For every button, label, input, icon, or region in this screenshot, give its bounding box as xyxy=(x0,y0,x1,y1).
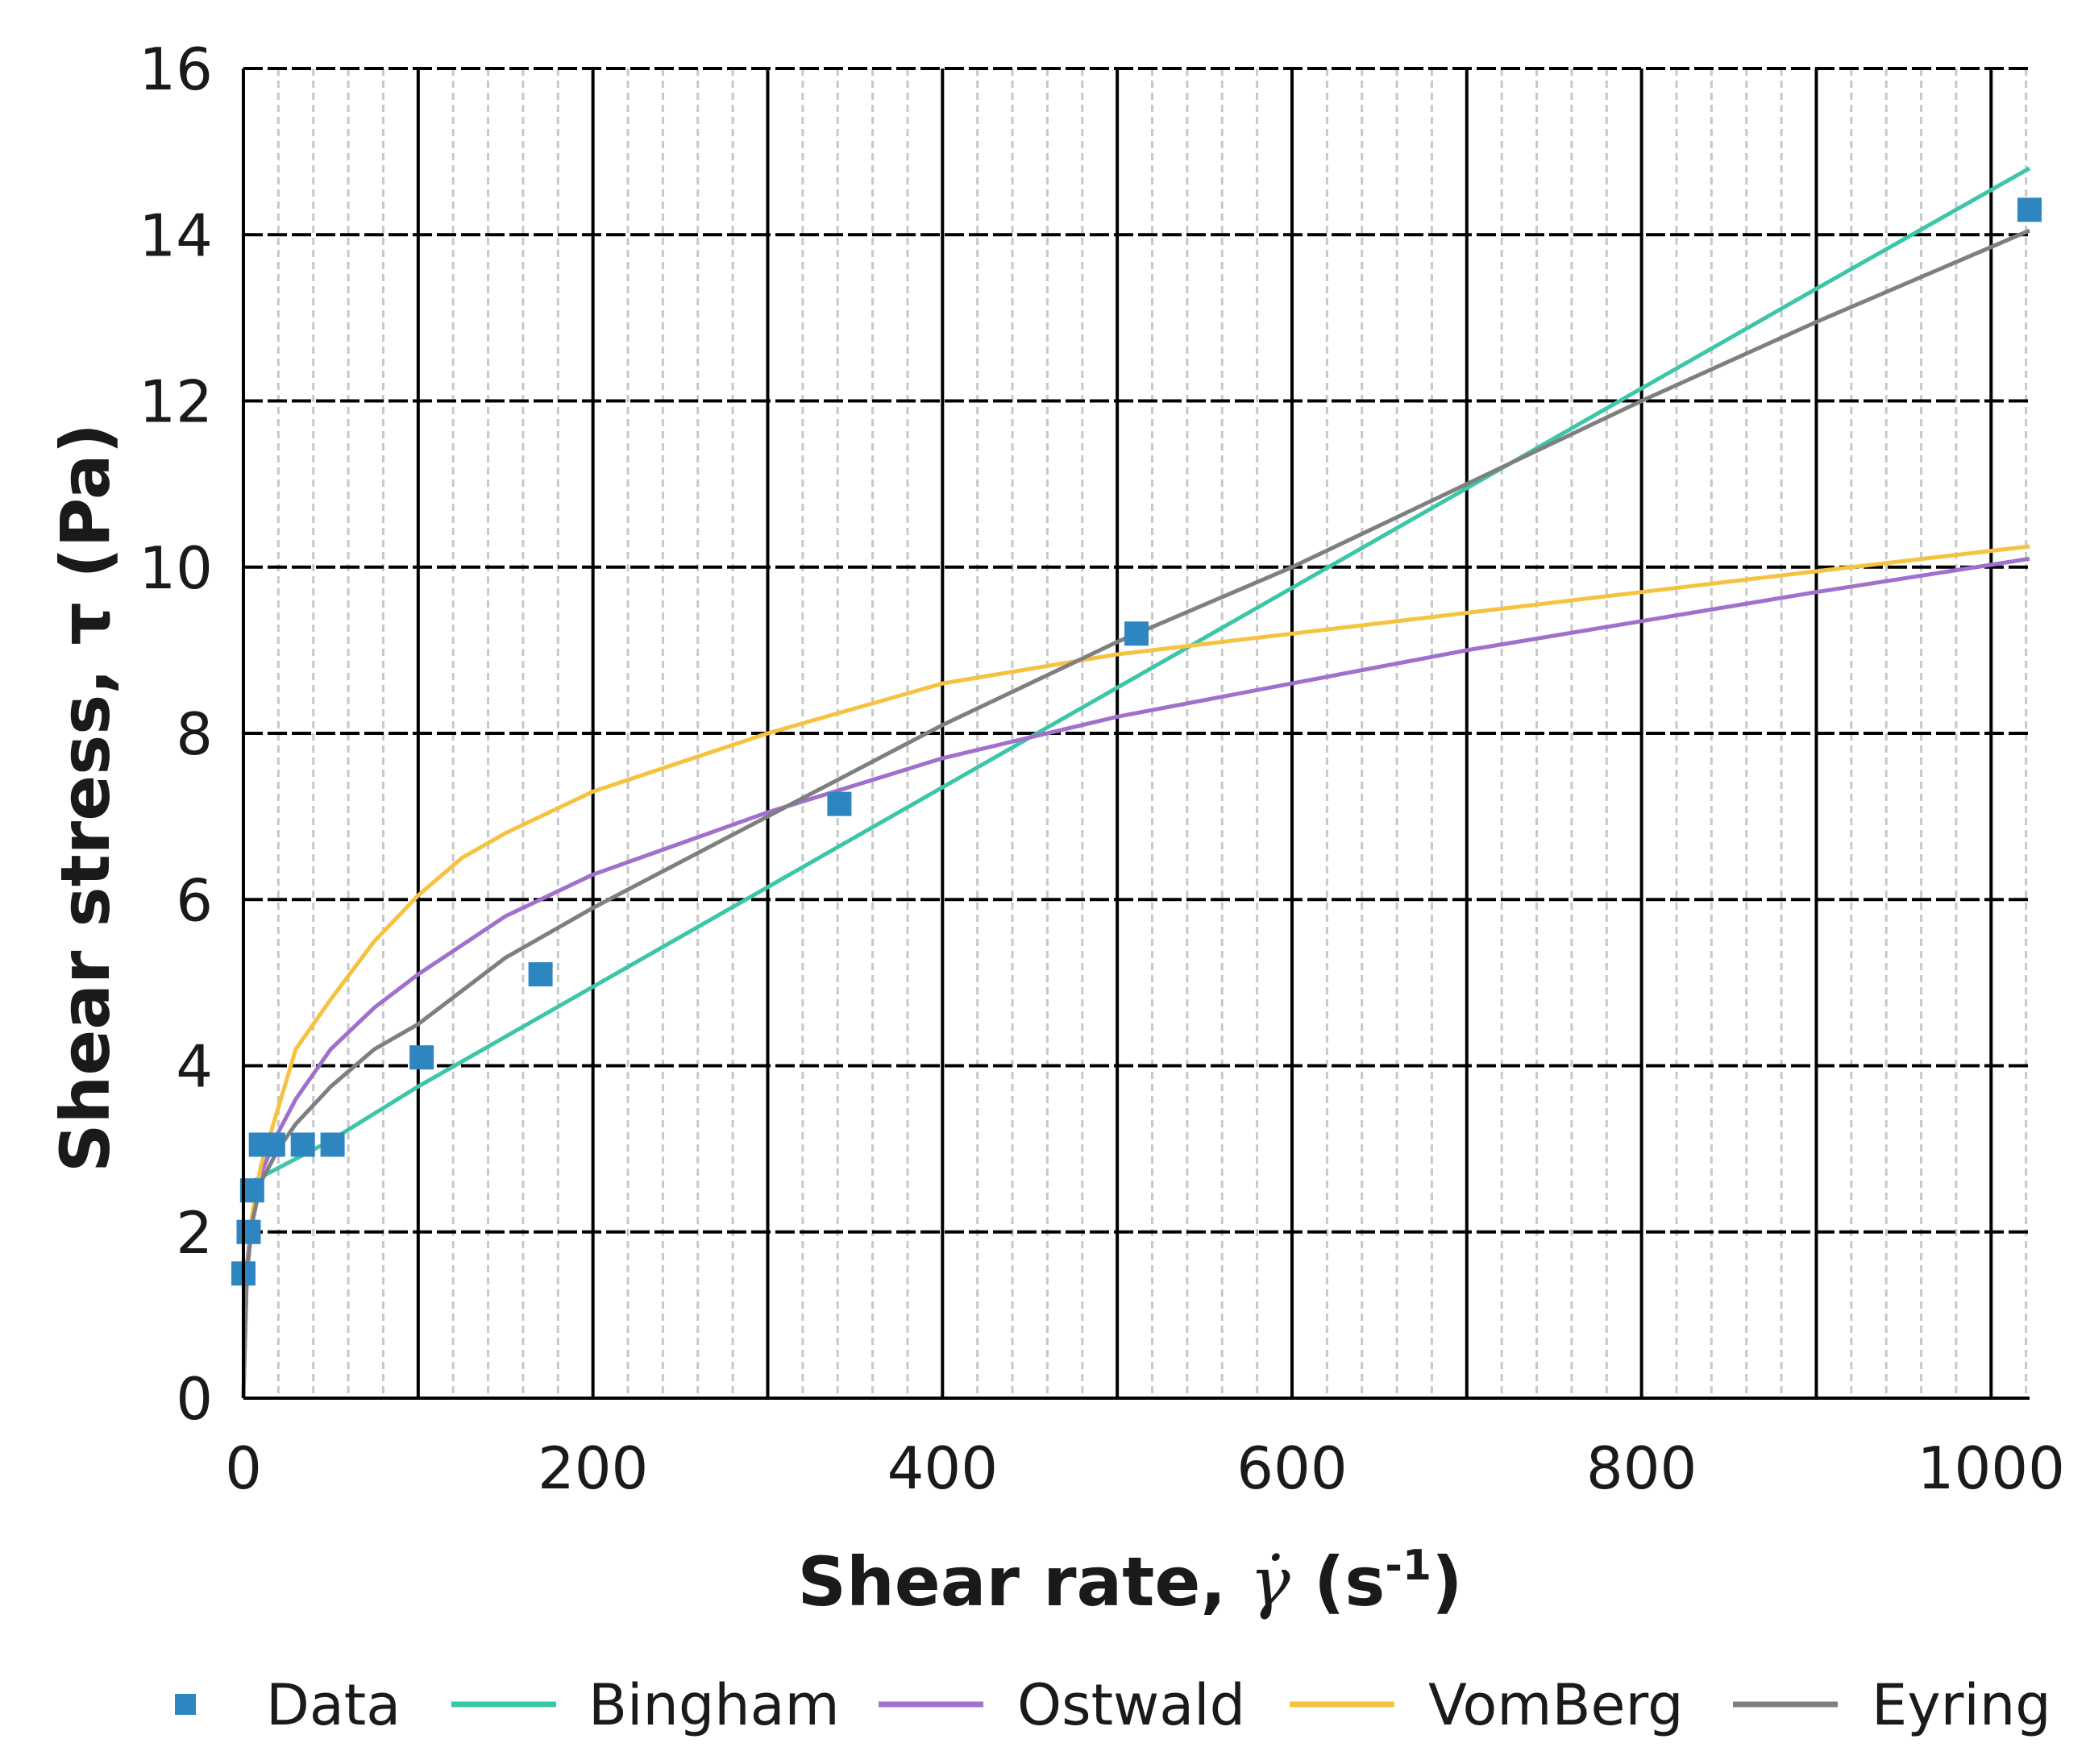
y-tick-label: 0 xyxy=(176,1365,213,1433)
legend-label-eyring: Eyring xyxy=(1872,1672,2051,1738)
x-axis-title: Shear rate, γ̇ (s-1) xyxy=(797,1542,1462,1621)
legend-label-ostwald: Ostwald xyxy=(1017,1672,1245,1738)
y-tick-label: 14 xyxy=(139,201,213,269)
y-tick-label: 6 xyxy=(176,866,213,934)
y-tick-label: 10 xyxy=(139,534,213,602)
axes xyxy=(242,68,2030,1400)
data-point xyxy=(290,1132,315,1157)
y-tick-labels: 0 2 4 6 8 10 12 14 16 xyxy=(139,35,213,1433)
legend-label-data: Data xyxy=(266,1672,401,1738)
data-point xyxy=(827,791,852,816)
y-tick-label: 12 xyxy=(139,368,213,436)
legend-label-bingham: Bingham xyxy=(588,1672,840,1738)
y-tick-label: 16 xyxy=(139,35,213,103)
legend-label-vomberg: VomBerg xyxy=(1428,1672,1684,1738)
x-axis-title-main: Shear rate, xyxy=(797,1542,1249,1621)
legend-marker-data xyxy=(175,1694,196,1715)
y-tick-label: 8 xyxy=(176,700,213,768)
x-tick-label: 400 xyxy=(887,1434,998,1502)
data-point xyxy=(409,1045,434,1070)
data-point xyxy=(528,962,553,987)
data-point xyxy=(2017,197,2042,222)
x-axis-title-paren-close: ) xyxy=(1431,1542,1462,1621)
x-tick-label: 200 xyxy=(538,1434,648,1502)
data-point xyxy=(1124,621,1149,646)
legend: Data Bingham Ostwald VomBerg Eyring xyxy=(175,1672,2051,1738)
x-tick-label: 0 xyxy=(225,1434,262,1502)
major-grid xyxy=(243,67,2030,1398)
data-point xyxy=(236,1219,261,1244)
x-tick-label: 600 xyxy=(1236,1434,1347,1502)
x-axis-title-symbol: γ̇ xyxy=(1250,1542,1291,1621)
data-points xyxy=(231,197,2042,1286)
data-point xyxy=(320,1132,345,1157)
x-axis-title-exponent: -1 xyxy=(1385,1542,1431,1590)
x-tick-label: 800 xyxy=(1586,1434,1697,1502)
data-point xyxy=(260,1132,285,1157)
x-tick-label: 1000 xyxy=(1918,1434,2065,1502)
x-axis-title-paren-open: (s xyxy=(1290,1542,1386,1621)
y-tick-label: 4 xyxy=(176,1033,213,1101)
x-tick-labels: 0 200 400 600 800 1000 xyxy=(225,1434,2065,1502)
y-axis-title: Shear stress, τ (Pa) xyxy=(46,423,125,1173)
y-tick-label: 2 xyxy=(176,1199,213,1267)
